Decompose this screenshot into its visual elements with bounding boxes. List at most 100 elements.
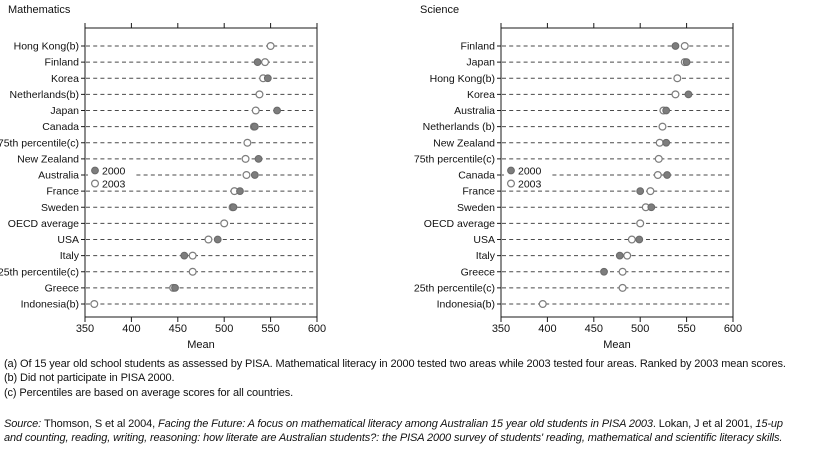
row-label: Hong Kong(b)	[430, 73, 495, 85]
marker-2003	[204, 235, 213, 244]
source-text-segment: Facing the Future: A focus on mathematic…	[158, 418, 653, 430]
marker-2000	[229, 203, 238, 212]
marker-2003	[538, 300, 547, 309]
legend-label-2000: 2000	[518, 166, 542, 178]
source-text-segment: Source:	[4, 418, 45, 430]
x-axis-tick-label: 550	[261, 323, 279, 335]
legend-marker-2000	[507, 166, 515, 175]
row-label: Sweden	[457, 202, 495, 214]
marker-2003	[658, 122, 667, 131]
marker-2003	[220, 219, 229, 228]
math-chart: 350 400 450 500 550 600 Mean Hong Kong(b) Finlan…	[0, 23, 326, 351]
row-label: Indonesia(b)	[437, 299, 495, 311]
marker-2003	[255, 90, 264, 99]
row-label: Netherlands(b)	[10, 89, 79, 101]
row-label: New Zealand	[433, 137, 495, 149]
marker-2003	[623, 251, 632, 260]
plot-frame	[84, 27, 318, 318]
legend-label-2000: 2000	[102, 166, 126, 178]
row-label: Italy	[60, 250, 80, 262]
marker-2003	[242, 171, 251, 180]
marker-2000	[662, 106, 671, 115]
plot-frame	[500, 27, 734, 318]
footnote-b: (b) Did not participate in PISA 2000.	[4, 372, 175, 385]
marker-2000	[254, 154, 263, 163]
marker-2003	[251, 106, 260, 115]
marker-2003	[261, 58, 270, 67]
source-line-1: Source: Thomson, S et al 2004, Facing th…	[4, 417, 783, 431]
marker-2003	[266, 41, 275, 50]
row-label: Australia	[454, 105, 495, 117]
x-axis-tick-label: 600	[308, 323, 326, 335]
source-line-2: and counting, reading, writing, reasonin…	[4, 431, 783, 445]
marker-2000	[600, 267, 608, 276]
footnotes: (a) Of 15 year old school students as as…	[4, 357, 786, 400]
legend-marker-2003	[90, 179, 99, 188]
row-label: France	[462, 186, 495, 198]
row-label: Finland	[45, 57, 80, 69]
row-label: 75th percentile(c)	[0, 137, 79, 149]
dot-plot-charts-canvas: 350 400 450 500 550 600 Mean Hong Kong(b) Finlan…	[0, 23, 742, 351]
row-label: 25th percentile(c)	[0, 266, 79, 278]
math-chart-title: Mathematics	[8, 4, 71, 16]
marker-2003	[243, 138, 252, 147]
row-label: Greece	[461, 266, 496, 278]
x-axis-tick-label: 450	[169, 323, 187, 335]
x-axis-tick-label: 500	[215, 323, 233, 335]
marker-2003	[653, 171, 662, 180]
marker-2000	[671, 42, 680, 50]
marker-2000	[250, 122, 259, 131]
x-axis-tick-label: 350	[76, 323, 94, 335]
marker-2000	[171, 283, 179, 292]
legend-marker-2000	[91, 166, 99, 175]
marker-2000	[253, 58, 262, 67]
row-label: USA	[473, 234, 495, 246]
x-axis-tick-label: 450	[585, 323, 603, 335]
legend-label-2003: 2003	[102, 179, 126, 191]
source-text-segment: . Lokan, J et al 2001,	[652, 418, 756, 430]
row-label: Australia	[38, 170, 79, 182]
row-label: Japan	[466, 57, 495, 69]
marker-2000	[635, 235, 644, 244]
marker-2003	[618, 283, 627, 292]
row-label: Canada	[458, 170, 495, 182]
marker-2000	[647, 203, 656, 212]
x-axis-tick-label: 550	[677, 323, 695, 335]
marker-2000	[682, 58, 691, 67]
marker-2003	[188, 267, 197, 276]
marker-2003	[673, 74, 682, 83]
row-label: Greece	[45, 282, 80, 294]
marker-2000	[213, 235, 222, 244]
row-label: USA	[57, 234, 79, 246]
source-citation: Source: Thomson, S et al 2004, Facing th…	[4, 417, 783, 446]
row-label: Netherlands (b)	[423, 121, 495, 133]
marker-2000	[684, 90, 693, 99]
marker-2000	[615, 251, 624, 260]
science-chart: 350 400 450 500 550 600 Mean Finland Japan Hong K…	[414, 23, 742, 351]
x-axis-tick-label: 400	[538, 323, 556, 335]
marker-2003	[671, 90, 680, 99]
marker-2003	[646, 187, 655, 196]
marker-2003	[627, 235, 636, 244]
marker-2000	[263, 74, 272, 83]
legend-label-2003: 2003	[518, 179, 542, 191]
marker-2000	[180, 251, 189, 260]
row-label: OECD average	[424, 218, 495, 230]
row-label: Finland	[461, 41, 496, 53]
row-label: Korea	[51, 73, 79, 85]
row-label: France	[46, 186, 79, 198]
row-label: 25th percentile(c)	[414, 282, 495, 294]
row-label: Italy	[476, 250, 496, 262]
marker-2003	[654, 154, 663, 163]
marker-2000	[273, 106, 281, 115]
source-text-segment: 15-up	[755, 418, 783, 430]
marker-2003	[655, 138, 664, 147]
row-label: Japan	[50, 105, 79, 117]
row-label: New Zealand	[17, 153, 79, 165]
legend-marker-2003	[507, 179, 516, 188]
marker-2000	[663, 171, 672, 179]
science-chart-title: Science	[420, 4, 460, 16]
